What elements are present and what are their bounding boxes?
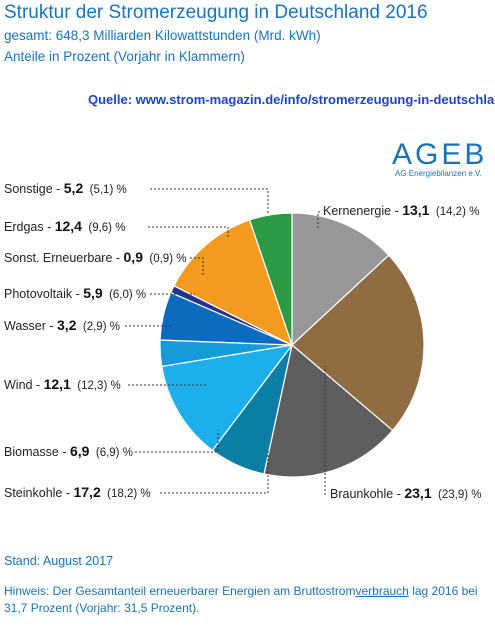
slice-label-val: 12,1 — [44, 376, 71, 392]
slice-label-name: Erdgas - — [4, 220, 55, 234]
pie-slices — [159, 212, 425, 478]
renewables-note: Hinweis: Der Gesamtanteil erneuerbarer E… — [4, 583, 484, 617]
slice-label-prev: (0,9) — [143, 253, 173, 265]
slice-label-name: Biomasse - — [4, 445, 70, 459]
slice-label-prev: (5,1) — [83, 184, 113, 196]
slice-label-name: Braunkohle - — [330, 487, 404, 501]
slice-label-name: Photovoltaik - — [4, 287, 83, 301]
slice-label: Braunkohle - 23,1 (23,9) % — [330, 485, 481, 501]
slice-label: Erdgas - 12,4 (9,6) % — [4, 218, 125, 234]
leader-line — [324, 366, 326, 495]
slice-label-val: 5,9 — [83, 285, 103, 301]
slice-label: Sonst. Erneuerbare - 0,9 (0,9) % — [4, 249, 186, 265]
slice-label-prev: (6,9) — [89, 447, 119, 459]
chart-subtitle-shares: Anteile in Prozent (Vorjahr in Klammern) — [4, 49, 245, 64]
slice-label-prev: (12,3) — [71, 380, 108, 392]
leader-line — [150, 188, 269, 215]
slice-labels: Kernenergie - 13,1 (14,2) %Braunkohle - … — [4, 180, 481, 501]
slice-label-pct: % — [113, 184, 126, 196]
slice-label-pct: % — [466, 206, 479, 218]
ageb-logo: AGEB — [392, 138, 488, 171]
chart-subtitle-total: gesamt: 648,3 Milliarden Kilowattstunden… — [4, 28, 321, 43]
slice-label: Wasser - 3,2 (2,9) % — [4, 317, 120, 333]
slice-label: Sonstige - 5,2 (5,1) % — [4, 180, 127, 196]
slice-label-pct: % — [173, 253, 186, 265]
pie-slice-steinkohle — [263, 343, 394, 478]
slice-label-val: 5,2 — [64, 180, 84, 196]
note-text-2: lag 2016 bei 31,7 Prozent (Vorjahr: 31,5… — [4, 584, 478, 615]
pie-slice-erdgas — [173, 219, 294, 347]
pie-slice-braunkohle — [291, 254, 425, 432]
slice-label-pct: % — [468, 489, 481, 501]
ageb-logo-subtitle: AG Energiebilanzen e.V. — [395, 169, 482, 178]
slice-label: Photovoltaik - 5,9 (6,0) % — [4, 285, 146, 301]
note-text-1: Hinweis: Der Gesamtanteil erneuerbarer E… — [4, 584, 356, 598]
slice-label-name: Sonst. Erneuerbare - — [4, 251, 124, 265]
leader-line — [190, 257, 204, 276]
leader-lines — [125, 188, 326, 495]
slice-label: Kernenergie - 13,1 (14,2) % — [323, 202, 479, 218]
slice-label-prev: (9,6) — [82, 222, 112, 234]
slice-label-val: 6,9 — [70, 443, 90, 459]
slice-label-val: 12,4 — [55, 218, 82, 234]
slice-label-pct: % — [137, 488, 150, 500]
slice-label-val: 23,1 — [404, 485, 431, 501]
slice-label-pct: % — [133, 289, 146, 301]
slice-label-prev: (14,2) — [429, 206, 466, 218]
slice-label-prev: (6,0) — [103, 289, 133, 301]
slice-label-name: Kernenergie - — [323, 204, 402, 218]
note-underlined-word: verbrauch — [355, 584, 409, 598]
slice-label-name: Wasser - — [4, 319, 57, 333]
slice-label: Wind - 12,1 (12,3) % — [4, 376, 121, 392]
leader-line — [317, 211, 320, 228]
slice-label: Steinkohle - 17,2 (18,2) % — [4, 484, 151, 500]
stand-date: Stand: August 2017 — [4, 554, 114, 568]
slice-label-val: 13,1 — [402, 202, 429, 218]
slice-label: Biomasse - 6,9 (6,9) % — [4, 443, 133, 459]
slice-label-val: 17,2 — [73, 484, 100, 500]
slice-label-prev: (18,2) — [101, 488, 138, 500]
source-link[interactable]: Quelle: www.strom-magazin.de/info/strome… — [88, 92, 495, 107]
leader-line — [148, 226, 229, 238]
slice-label-name: Sonstige - — [4, 182, 64, 196]
pie-slice-wind — [161, 344, 294, 452]
slice-label-val: 3,2 — [57, 317, 77, 333]
slice-label-pct: % — [112, 222, 125, 234]
slice-label-prev: (23,9) — [432, 489, 469, 501]
slice-label-pct: % — [107, 380, 120, 392]
slice-label-name: Steinkohle - — [4, 486, 73, 500]
leader-line — [160, 450, 269, 494]
slice-label-pct: % — [120, 447, 133, 459]
pie-slice-kernenergie — [291, 212, 390, 347]
slice-label-name: Wind - — [4, 378, 44, 392]
slice-label-pct: % — [107, 321, 120, 333]
slice-label-prev: (2,9) — [76, 321, 106, 333]
slice-label-val: 0,9 — [124, 249, 144, 265]
leader-line — [135, 430, 219, 453]
pie-slice-sonstige — [248, 212, 293, 346]
chart-title: Struktur der Stromerzeugung in Deutschla… — [4, 2, 428, 23]
